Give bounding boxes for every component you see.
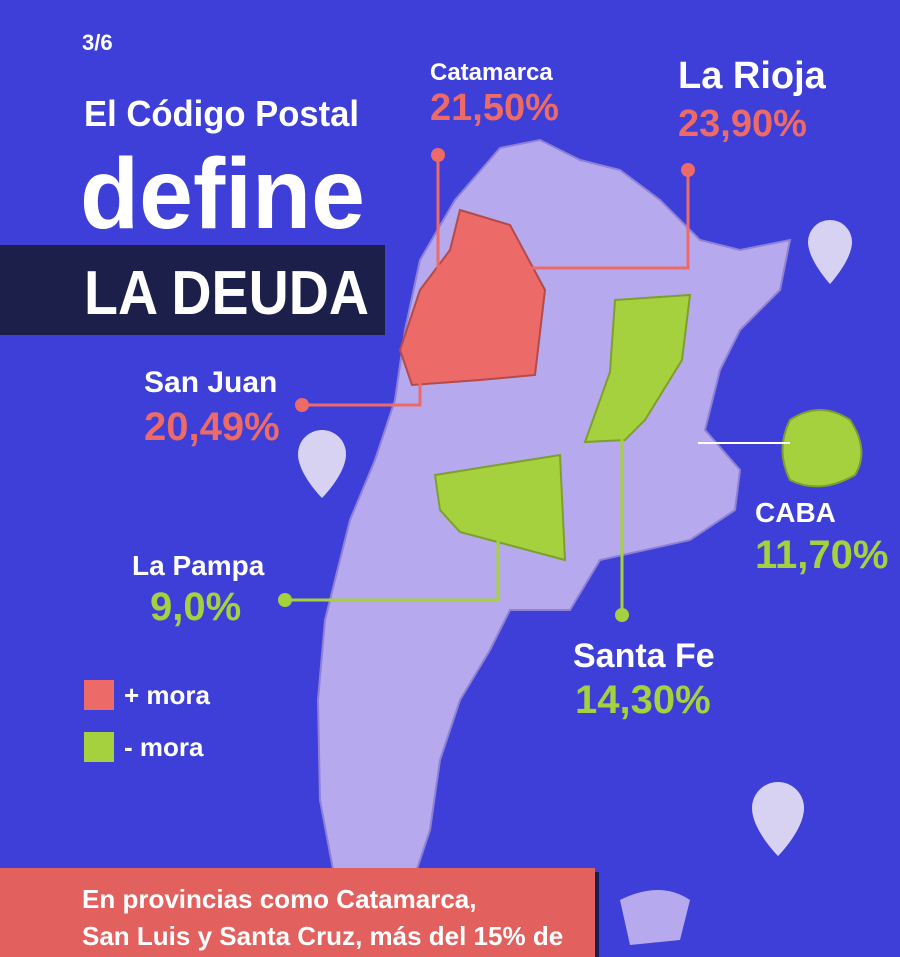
province-value: 14,30% (575, 678, 711, 722)
province-name: La Pampa (132, 550, 265, 581)
leader-line (285, 540, 500, 602)
province-name: CABA (755, 497, 836, 528)
leader-line (520, 170, 690, 270)
legend-label: - mora (124, 732, 204, 762)
province-value: 11,70% (755, 533, 888, 577)
leader-dot (278, 593, 292, 607)
leader-line (302, 370, 422, 407)
footer-band (0, 868, 595, 957)
title-line: define (80, 138, 365, 250)
province-name: Santa Fe (573, 637, 715, 675)
santa-fe-region (583, 293, 692, 444)
la-pampa-region (433, 453, 567, 562)
pins (298, 220, 852, 856)
legend-swatch (84, 732, 114, 762)
province-value: 20,49% (144, 405, 280, 449)
province-name: Catamarca (430, 59, 553, 86)
leader-dot (615, 608, 629, 622)
map (316, 138, 863, 957)
footer-edge (595, 872, 599, 957)
province-value: 23,90% (678, 103, 807, 145)
caba-region (781, 409, 863, 488)
leaders (278, 148, 790, 622)
pin (752, 782, 804, 856)
footer-text: En provincias como Catamarca, (82, 884, 476, 914)
province-name: San Juan (144, 366, 277, 399)
pin (808, 220, 852, 284)
red-region (398, 208, 547, 387)
province-name: La Rioja (678, 55, 827, 97)
page-number: 3/6 (82, 30, 113, 55)
footer-text: San Luis y Santa Cruz, más del 15% de (82, 921, 563, 951)
title-line: El Código Postal (84, 93, 359, 134)
title-band (0, 245, 385, 335)
province-value: 21,50% (430, 87, 559, 129)
leader-dot (681, 163, 695, 177)
province-value: 9,0% (150, 585, 241, 629)
islands (620, 890, 690, 945)
title-line: LA DEUDA (84, 259, 369, 328)
leader-dot (431, 148, 445, 162)
pin (298, 430, 346, 498)
legend-swatch (84, 680, 114, 710)
leader-dot (295, 398, 309, 412)
legend-label: + mora (124, 680, 211, 710)
